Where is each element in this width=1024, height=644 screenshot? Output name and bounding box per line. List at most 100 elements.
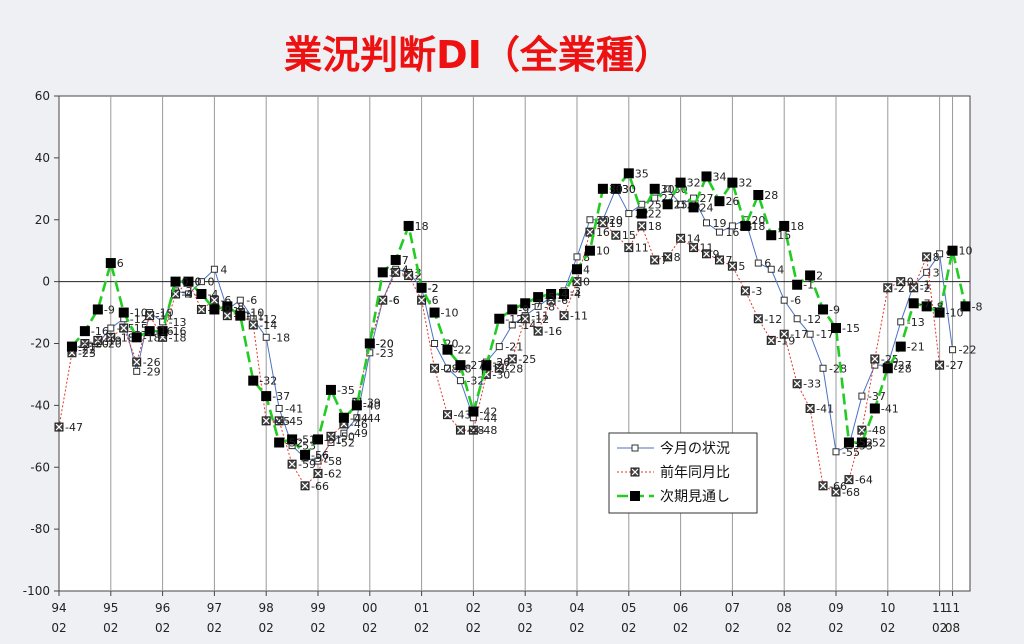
data-point-current — [767, 265, 775, 273]
data-point-outlook-shape — [675, 177, 686, 188]
data-point-yoy — [831, 487, 841, 497]
data-point-yoy — [261, 416, 271, 426]
data-point-yoy — [935, 360, 945, 370]
data-label-yoy: -19 — [104, 334, 122, 347]
data-label-outlook: -7 — [920, 297, 931, 310]
data-point-outlook-shape — [792, 279, 803, 290]
data-point-outlook — [869, 403, 880, 414]
data-point-current-shape — [625, 210, 633, 218]
data-point-outlook — [118, 307, 129, 318]
data-label-outlook: -16 — [156, 325, 174, 338]
data-point-outlook-shape — [740, 220, 751, 231]
data-label-current: -13 — [169, 316, 187, 329]
data-point-outlook — [170, 276, 181, 287]
data-point-yoy-cross-b — [133, 358, 141, 366]
data-point-outlook-shape — [338, 412, 349, 423]
data-point-current — [508, 321, 516, 329]
data-point-yoy-cross-b — [638, 222, 646, 230]
data-point-current — [819, 364, 827, 372]
data-point-current-shape — [534, 302, 542, 310]
data-point-outlook — [714, 196, 725, 207]
data-point-outlook-shape — [597, 183, 608, 194]
data-point-current-shape — [107, 324, 115, 332]
data-point-yoy-cross-b — [444, 411, 451, 419]
data-label-outlook: -8 — [972, 300, 983, 313]
data-point-outlook — [882, 363, 893, 374]
data-point-outlook-shape — [481, 360, 492, 371]
data-point-outlook — [144, 326, 155, 337]
data-label-yoy: 0 — [195, 276, 202, 289]
data-point-outlook — [533, 292, 544, 303]
data-point-current — [677, 200, 685, 208]
x-tick-label-bottom: 08 — [945, 621, 960, 635]
x-tick-label-bottom: 02 — [777, 621, 792, 635]
data-label-current: -6 — [389, 294, 400, 307]
data-point-current — [353, 414, 361, 422]
data-label-outlook: -1 — [803, 279, 814, 292]
data-point-yoy-cross-b — [651, 256, 659, 264]
data-point-current — [625, 210, 633, 218]
data-point-outlook — [209, 304, 220, 315]
data-label-yoy: -62 — [324, 467, 342, 480]
data-label-yoy: -27 — [946, 359, 964, 372]
data-point-outlook-shape — [533, 292, 544, 303]
data-label-current: -6 — [790, 294, 801, 307]
data-point-current — [586, 216, 594, 224]
data-point-yoy-cross-b — [884, 284, 892, 292]
data-label-current: -2 — [428, 282, 439, 295]
data-point-outlook-shape — [66, 341, 77, 352]
data-label-outlook: 25 — [674, 198, 688, 211]
data-point-current — [444, 364, 451, 372]
data-point-yoy — [417, 295, 427, 305]
data-point-yoy — [520, 314, 530, 324]
data-point-yoy — [805, 403, 815, 413]
data-point-outlook-shape — [779, 220, 790, 231]
data-label-outlook: -28 — [894, 362, 912, 375]
data-point-outlook — [235, 310, 246, 321]
data-point-outlook — [649, 183, 660, 194]
data-point-outlook-shape — [144, 326, 155, 337]
data-label-current: 16 — [725, 226, 739, 239]
data-label-current: -41 — [285, 402, 303, 415]
data-point-outlook — [416, 282, 427, 293]
data-point-yoy-cross-b — [418, 296, 426, 304]
legend-item-outlook: 次期見通し — [617, 489, 730, 505]
data-point-current — [573, 253, 581, 261]
data-point-yoy-cross-b — [146, 312, 154, 320]
data-label-outlook: -42 — [479, 406, 497, 419]
y-tick-label: 60 — [35, 89, 50, 103]
data-point-yoy — [287, 459, 297, 469]
data-label-outlook: -10 — [946, 307, 964, 320]
data-label-outlook: -4 — [207, 288, 218, 301]
data-point-yoy-cross-b — [858, 426, 866, 434]
data-label-yoy: -18 — [169, 331, 187, 344]
data-point-outlook — [895, 341, 906, 352]
data-point-yoy — [106, 332, 116, 342]
data-label-yoy: 0 — [907, 276, 914, 289]
data-label-current: 20 — [609, 214, 623, 227]
data-point-yoy — [209, 295, 219, 305]
data-point-yoy — [857, 425, 867, 435]
data-point-outlook — [753, 190, 764, 200]
data-point-outlook — [274, 437, 285, 448]
data-label-yoy: -19 — [777, 334, 795, 347]
data-label-yoy: 19 — [609, 217, 623, 230]
data-label-outlook: -27 — [492, 359, 510, 372]
data-point-current-shape — [236, 296, 244, 304]
x-tick-label-top: 96 — [155, 601, 170, 615]
x-tick-label-bottom: 02 — [621, 621, 636, 635]
data-point-yoy-cross-b — [819, 482, 827, 490]
data-point-yoy-cross-b — [871, 355, 879, 363]
data-label-outlook: -7 — [531, 297, 542, 310]
data-label-outlook: -56 — [311, 449, 329, 462]
x-tick-label-top: 07 — [725, 601, 740, 615]
data-label-yoy: 7 — [725, 254, 732, 267]
data-label-outlook: 15 — [777, 229, 791, 242]
data-point-outlook-shape — [364, 338, 375, 349]
data-point-outlook-shape — [196, 289, 207, 299]
y-tick-label: -60 — [30, 460, 50, 474]
data-point-current-shape — [185, 290, 192, 298]
data-point-yoy-cross-b — [508, 355, 516, 363]
data-point-current — [133, 367, 141, 375]
data-label-outlook: -51 — [324, 433, 342, 446]
